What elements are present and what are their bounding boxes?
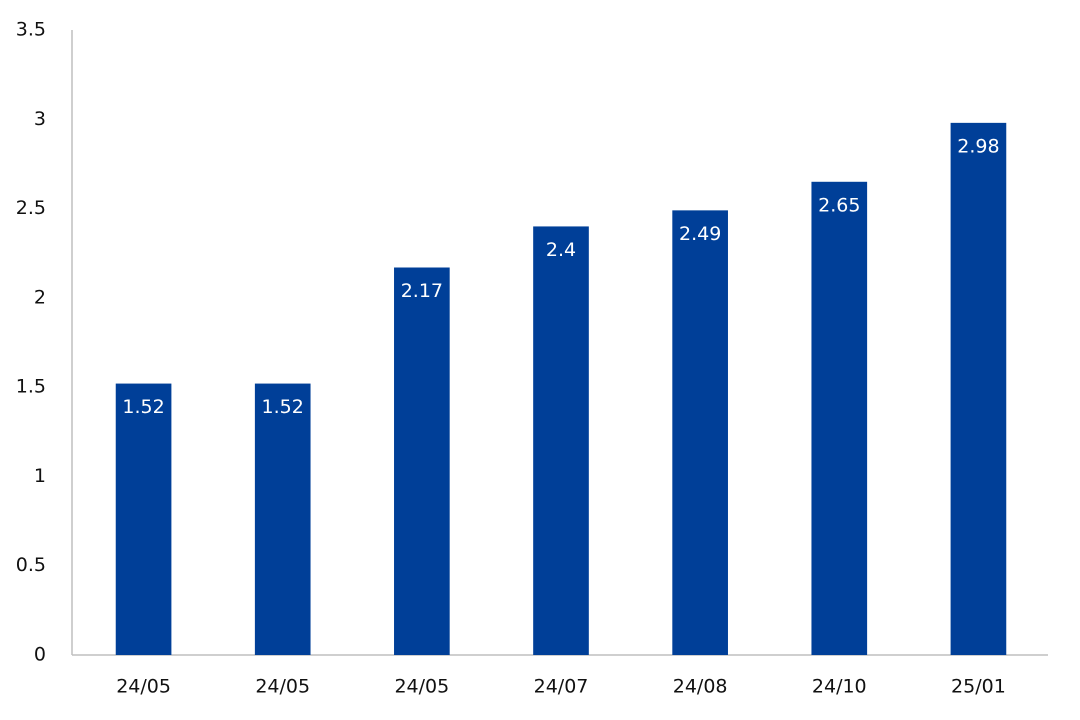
y-tick-label: 0 <box>34 644 46 666</box>
value-label: 1.52 <box>262 396 304 418</box>
bar <box>672 210 728 655</box>
x-tick-label: 24/07 <box>534 676 589 698</box>
x-tick-label: 24/10 <box>812 676 867 698</box>
value-label: 2.17 <box>401 280 443 302</box>
value-label: 2.65 <box>818 194 860 216</box>
y-tick-label: 2 <box>34 286 46 308</box>
y-tick-label: 3.5 <box>16 19 46 41</box>
x-tick-label: 24/05 <box>116 676 171 698</box>
x-tick-label: 24/05 <box>394 676 449 698</box>
value-label: 1.52 <box>122 396 164 418</box>
bar <box>811 181 868 656</box>
bar <box>394 267 450 655</box>
value-label: 2.98 <box>957 135 999 157</box>
y-tick-label: 1 <box>34 465 46 487</box>
y-tick-label: 3 <box>34 108 46 130</box>
y-tick-label: 1.5 <box>16 376 46 398</box>
y-tick-label: 0.5 <box>16 554 46 576</box>
x-tick-label: 25/01 <box>951 676 1006 698</box>
x-tick-label: 24/08 <box>673 676 728 698</box>
bar <box>254 383 311 655</box>
y-tick-label: 2.5 <box>16 197 46 219</box>
x-tick-label: 24/05 <box>255 676 310 698</box>
bar <box>533 226 589 655</box>
bar <box>950 122 1007 656</box>
bar <box>115 383 172 655</box>
value-label: 2.49 <box>679 223 721 245</box>
value-label: 2.4 <box>546 239 576 261</box>
